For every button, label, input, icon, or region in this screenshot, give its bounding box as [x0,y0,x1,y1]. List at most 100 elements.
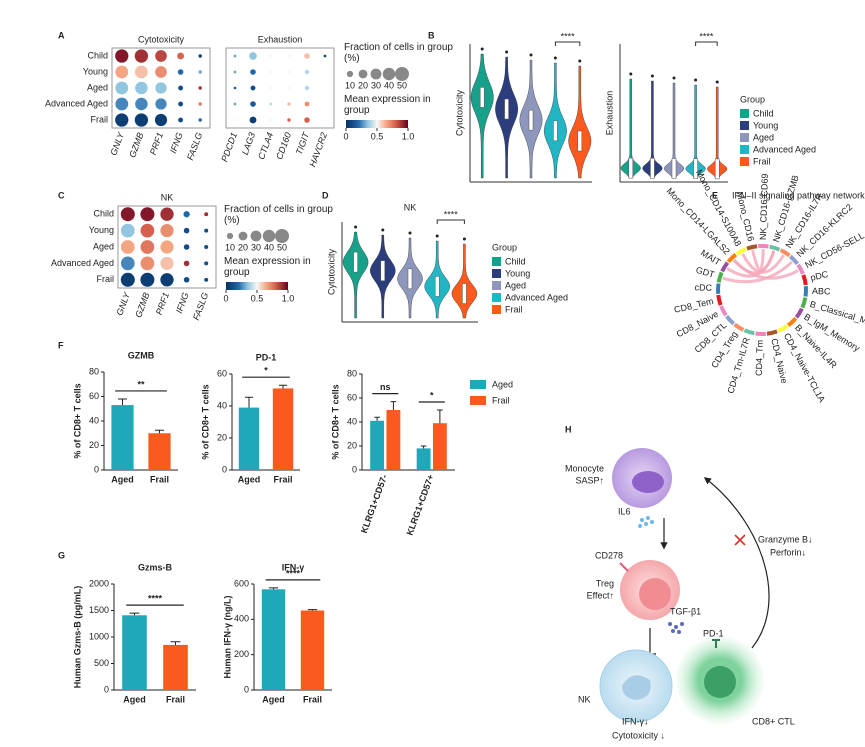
dot [134,49,149,63]
legend-label: Aged [753,132,774,142]
colorbar-label: 0.5 [371,131,384,141]
panel-label: F [58,340,64,350]
y-tick-label: 0 [94,464,99,474]
violin-box [479,87,485,108]
dot [233,54,237,58]
violin-box [650,158,655,179]
colorbar [226,282,288,290]
legend-swatch [492,281,501,290]
nk-nucleus [622,675,651,700]
violin [451,243,478,319]
gene-label: PDCD1 [219,131,239,163]
significance-label: **** [561,31,576,41]
outlier [553,56,557,60]
error-bar [170,641,181,645]
node-label: NK_CD16-CD69 [758,173,770,240]
error-bar [244,396,254,408]
y-tick-label: 80 [347,368,357,378]
dot [120,256,135,271]
size-legend-dot [238,231,248,241]
gene-label: CTLA4 [256,131,275,161]
y-tick-label: 1500 [89,605,109,615]
bar [261,589,286,690]
colorbar-label: 0 [223,293,228,303]
dot [204,277,209,282]
bar [416,448,431,470]
inhibition [644,628,656,655]
panel-label: D [322,190,329,200]
dot [178,117,184,123]
ring-segment [733,322,745,332]
dot [198,70,202,74]
row-label: Young [89,225,114,235]
outlier [629,72,633,76]
dot [287,54,291,58]
dot [183,277,190,283]
error-bar [118,398,127,406]
outlier [505,50,509,54]
node-label: GDT [695,265,717,280]
dot [304,53,310,59]
x-tick-label: Frail [150,474,169,484]
y-tick-label: 1000 [89,631,109,641]
outlier [435,234,439,238]
dot [204,228,209,233]
violin-box [577,130,583,152]
significance-label: ** [137,379,145,389]
violin-box [628,157,634,179]
outlier [354,225,358,229]
error-bar [278,384,288,389]
error-bar [155,429,164,434]
colorbar-label: 1.0 [402,131,415,141]
colorbar-label: 1.0 [282,293,295,303]
legend-label: Young [505,268,530,278]
y-tick-label: 0 [222,464,227,474]
legend-swatch [492,305,501,314]
dot [269,86,273,90]
size-legend-dot [358,69,368,79]
gene-label: HAVCR2 [307,131,329,168]
violin-box [528,109,534,131]
gene-label: GZMB [133,291,151,319]
dot [134,113,149,127]
legend-label: Child [505,256,526,266]
ring-segment [726,253,738,264]
size-legend-dot [382,67,396,81]
y-tick-label: 2000 [89,578,109,588]
row-label: Young [83,66,108,76]
gene-label: LAG3 [240,131,257,156]
row-label: Frail [91,114,109,124]
gene-label: FASLG [185,131,204,162]
row-label: Child [87,50,108,60]
dotplot-title: NK [161,192,174,202]
size-legend-label: 20 [238,242,248,252]
row-label: Frail [97,274,115,284]
ring-segment [794,307,804,319]
y-tick-label: 0 [244,684,249,694]
dot [287,70,291,74]
dot [233,70,237,74]
node-label: pDC [809,269,829,283]
dot [250,85,256,91]
colorbar-label: 0.5 [251,293,264,303]
outlier [650,74,654,78]
schematic-label: NK [578,694,591,704]
bar [432,423,447,470]
chart-title: IFN–II signaling pathway network (Advanc… [732,190,865,200]
block-mark [734,534,746,546]
dot [324,103,326,105]
node-label: ABC [812,286,831,297]
x-tick-label: KLRG1+CD57- [359,473,390,534]
y-tick-label: 200 [234,649,249,659]
outlier [408,231,412,235]
dot [324,71,326,73]
y-tick-label: 60 [347,392,357,402]
ring-segment [719,305,728,317]
violin-box [380,260,386,281]
significance-label: * [430,390,434,400]
y-tick-label: 0 [352,464,357,474]
bar [148,433,171,470]
dot [115,113,129,127]
schematic-label: Granzyme B↓ [758,534,813,544]
bar [238,407,260,470]
